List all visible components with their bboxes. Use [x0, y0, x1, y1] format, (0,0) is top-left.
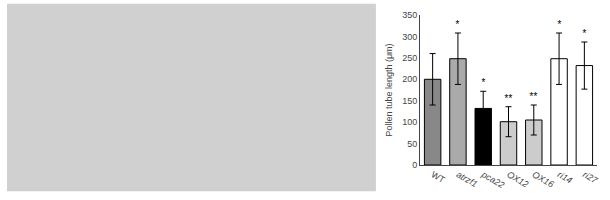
svg-text:**: ** [504, 93, 513, 104]
svg-text:atrzf1: atrzf1 [455, 169, 479, 189]
svg-text:OX16: OX16 [531, 169, 556, 189]
svg-text:300: 300 [402, 32, 417, 42]
svg-text:250: 250 [402, 53, 417, 63]
svg-text:150: 150 [402, 96, 417, 106]
svg-text:**: ** [529, 91, 538, 102]
svg-text:WT: WT [429, 169, 447, 185]
svg-text:100: 100 [402, 117, 417, 127]
svg-text:50: 50 [407, 139, 417, 149]
svg-text:ri14: ri14 [556, 169, 574, 185]
svg-text:0: 0 [412, 160, 417, 170]
svg-text:*: * [481, 77, 486, 88]
svg-text:200: 200 [402, 74, 417, 84]
svg-text:ri27: ri27 [581, 169, 600, 186]
svg-text:*: * [455, 19, 460, 30]
svg-text:pca22: pca22 [479, 169, 506, 190]
svg-text:*: * [557, 19, 562, 30]
svg-text:*: * [582, 28, 587, 39]
svg-text:350: 350 [402, 10, 417, 20]
svg-text:OX12: OX12 [505, 169, 530, 189]
svg-text:Pollen tube length (μm): Pollen tube length (μm) [384, 43, 394, 136]
